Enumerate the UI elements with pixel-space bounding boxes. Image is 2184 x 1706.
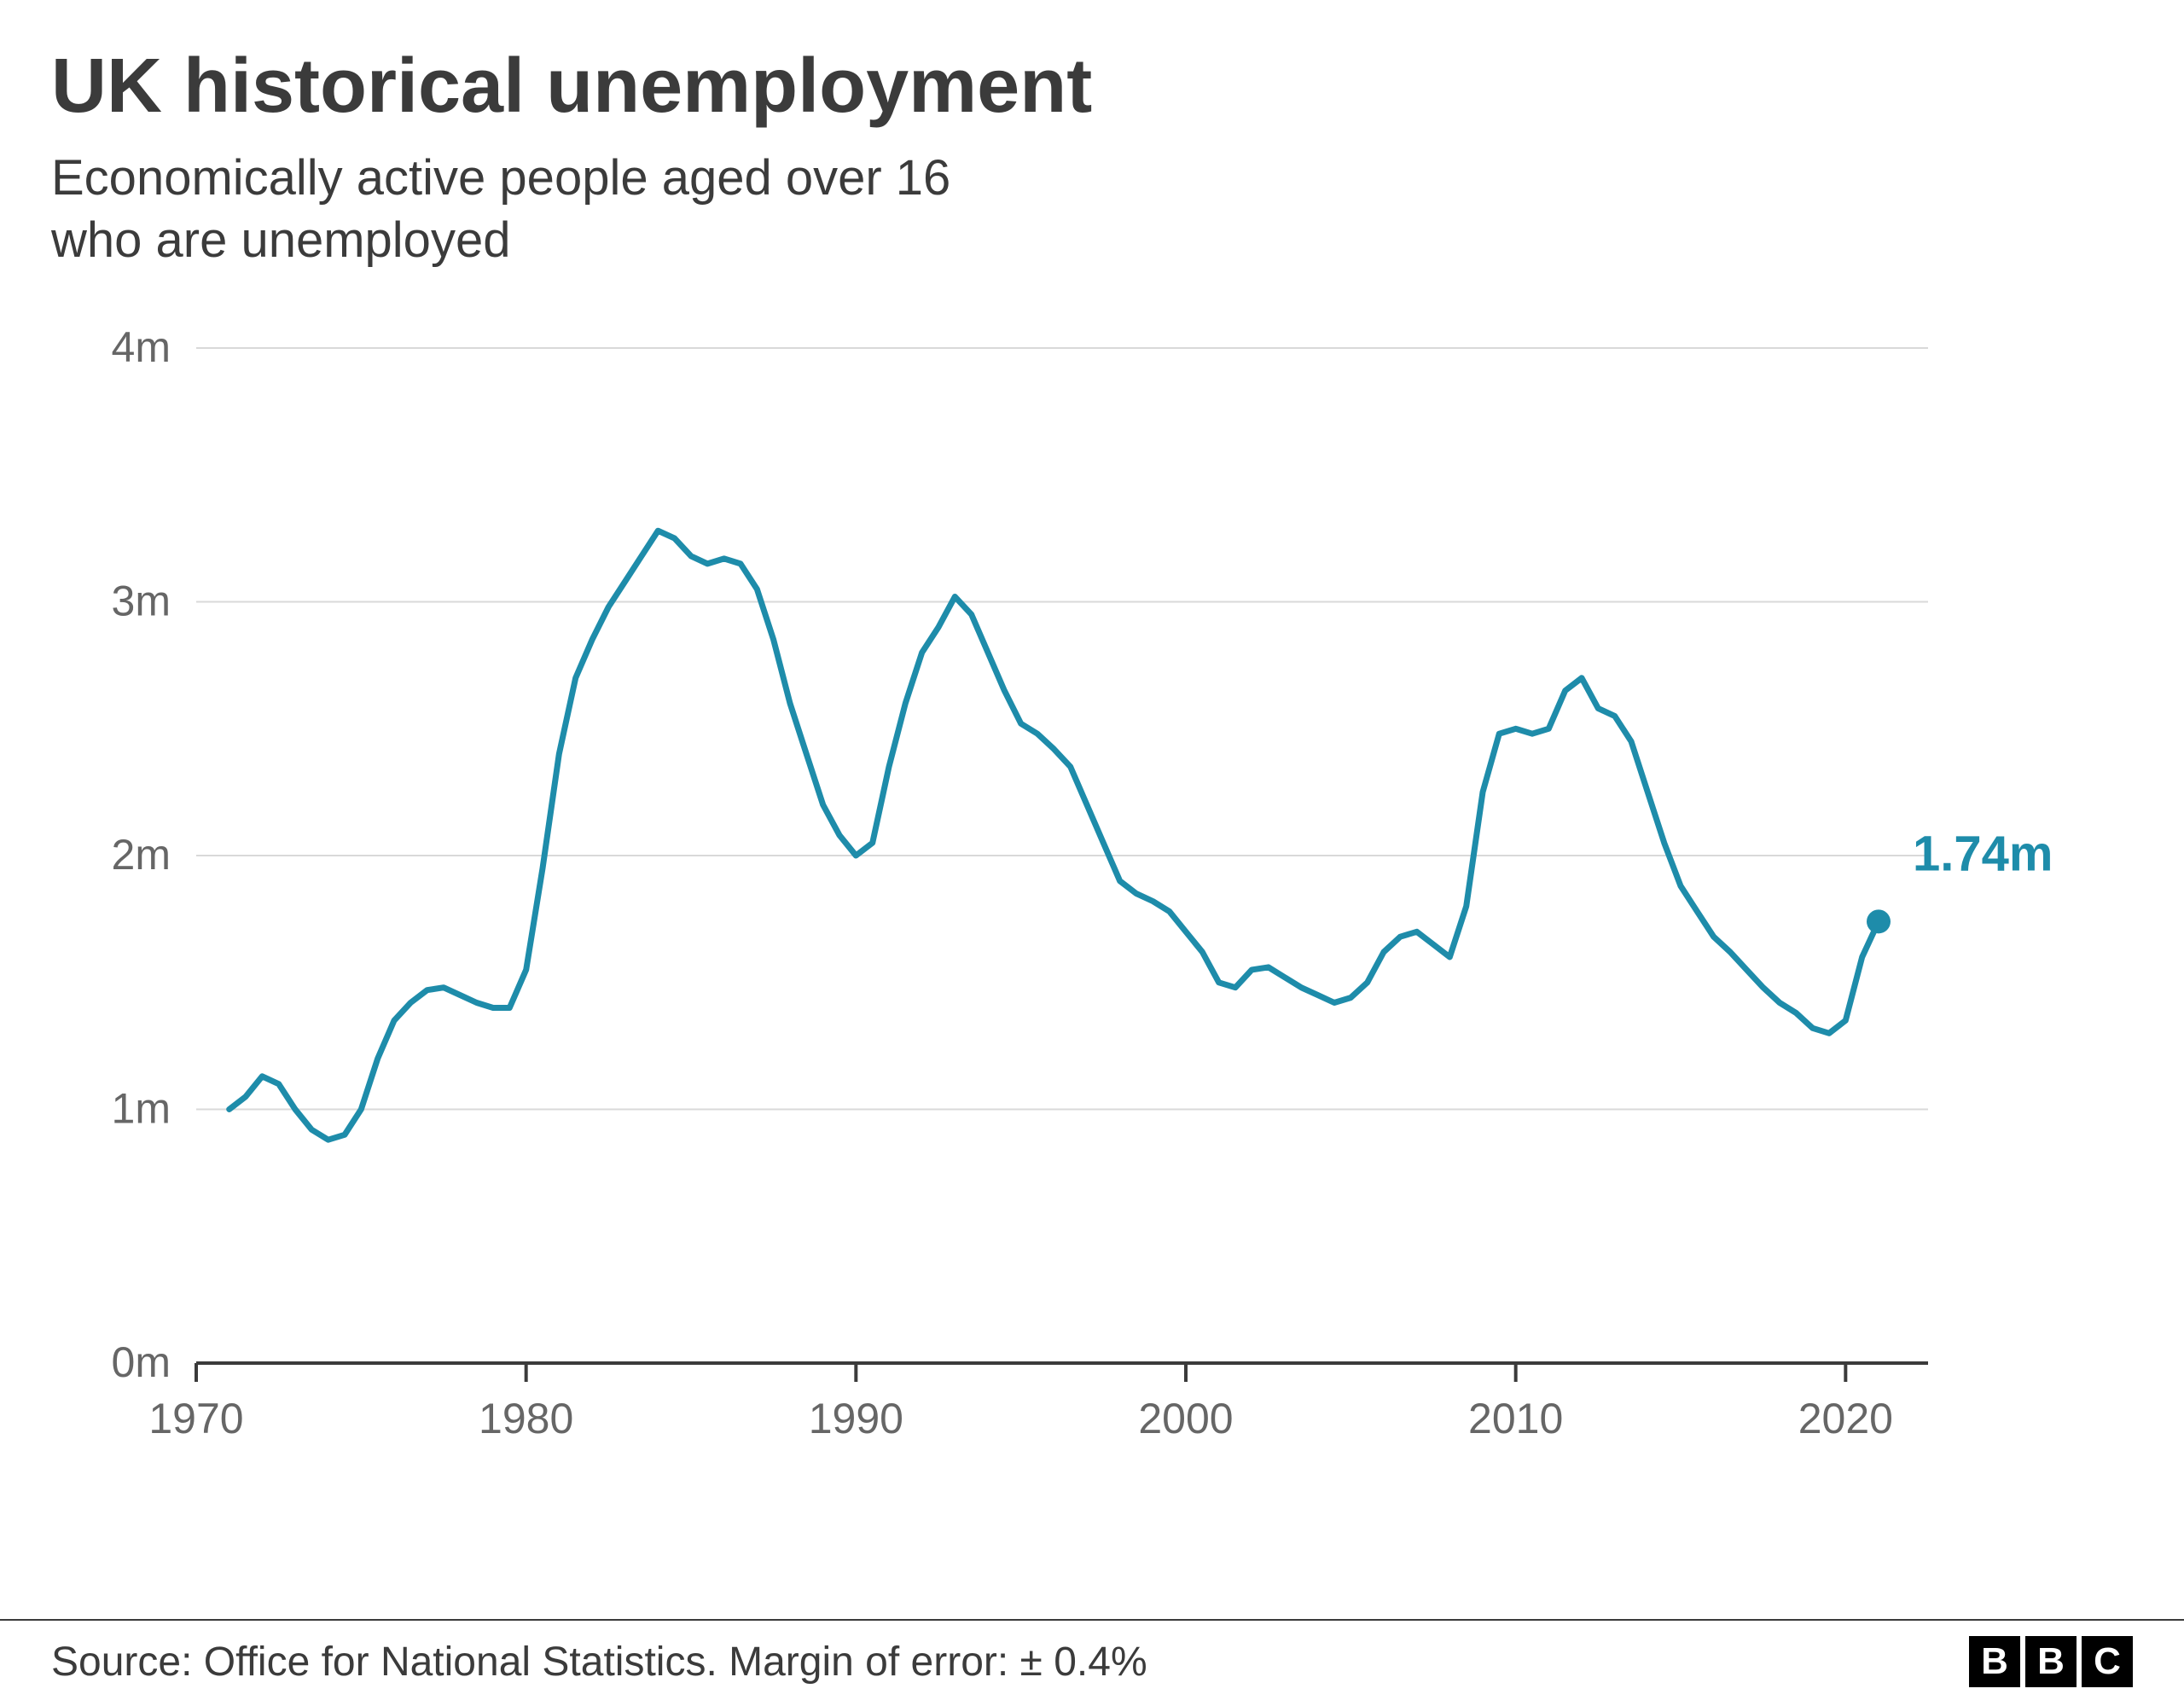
y-axis-label: 0m xyxy=(112,1338,171,1386)
x-axis-label: 1980 xyxy=(479,1395,573,1442)
chart-subtitle: Economically active people aged over 16 … xyxy=(51,148,2133,271)
chart-card: UK historical unemployment Economically … xyxy=(0,0,2184,1706)
x-axis-label: 1970 xyxy=(148,1395,243,1442)
x-axis-label: 2020 xyxy=(1798,1395,1893,1442)
y-axis-label: 3m xyxy=(112,577,171,625)
chart-title: UK historical unemployment xyxy=(51,43,2133,131)
y-axis-label: 4m xyxy=(112,323,171,371)
chart-area: 0m 1m 2m 3m 4m 1970 1980 1990 2000 2010 2020 1.74m xyxy=(51,314,2133,1495)
data-line xyxy=(229,531,1879,1140)
bbc-logo: B B C xyxy=(1969,1636,2133,1687)
subtitle-line-2: who are unemployed xyxy=(51,212,510,268)
end-label: 1.74m xyxy=(1913,826,2053,881)
line-chart: 0m 1m 2m 3m 4m 1970 1980 1990 2000 2010 2020 1.74m xyxy=(51,314,2133,1491)
bbc-logo-letter: B xyxy=(1969,1636,2020,1687)
subtitle-line-1: Economically active people aged over 16 xyxy=(51,150,950,206)
y-axis-label: 2m xyxy=(112,831,171,879)
source-text: Source: Office for National Statistics. … xyxy=(51,1639,1147,1686)
x-axis-label: 2000 xyxy=(1138,1395,1233,1442)
end-marker xyxy=(1867,909,1891,933)
chart-footer: Source: Office for National Statistics. … xyxy=(0,1619,2184,1706)
bbc-logo-letter: C xyxy=(2082,1636,2133,1687)
x-axis-label: 2010 xyxy=(1468,1395,1563,1442)
x-axis-label: 1990 xyxy=(809,1395,903,1442)
bbc-logo-letter: B xyxy=(2025,1636,2077,1687)
y-axis-label: 1m xyxy=(112,1085,171,1133)
